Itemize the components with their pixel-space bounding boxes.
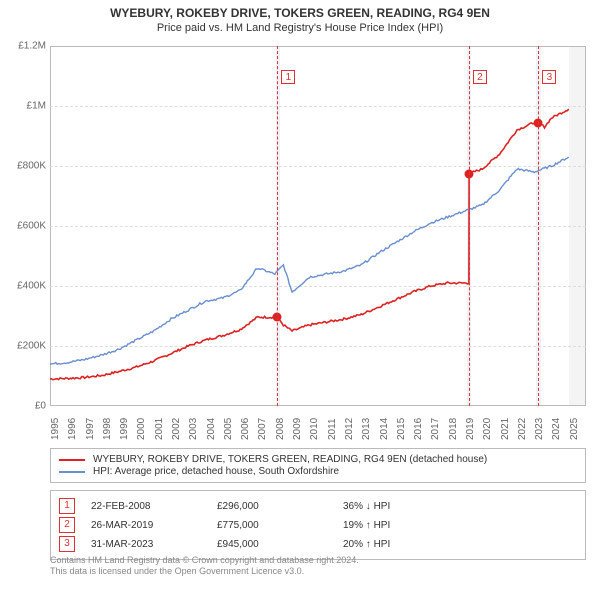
x-tick-label: 2016 [413, 418, 424, 440]
event-row: 1 22-FEB-2008 £296,000 36% ↓ HPI [59, 498, 577, 514]
x-tick-label: 2015 [396, 418, 407, 440]
event-delta: 19% ↑ HPI [343, 520, 453, 531]
x-tick-label: 2011 [327, 418, 338, 440]
x-tick-label: 1997 [85, 418, 96, 440]
x-tick-label: 2017 [430, 418, 441, 440]
event-delta: 20% ↑ HPI [343, 539, 453, 550]
x-tick-label: 1996 [67, 418, 78, 440]
x-tick-label: 2005 [223, 418, 234, 440]
x-tick-label: 2025 [569, 418, 580, 440]
title-block: WYEBURY, ROKEBY DRIVE, TOKERS GREEN, REA… [0, 0, 600, 34]
x-tick-label: 1999 [119, 418, 130, 440]
marker-label: 1 [281, 70, 295, 84]
x-tick-label: 2000 [136, 418, 147, 440]
y-tick-label: £0 [35, 401, 46, 412]
legend-label: HPI: Average price, detached house, Sout… [93, 466, 339, 477]
marker-label: 2 [473, 70, 487, 84]
event-price: £775,000 [217, 520, 327, 531]
event-marker-icon: 3 [59, 536, 75, 552]
chart-container: WYEBURY, ROKEBY DRIVE, TOKERS GREEN, REA… [0, 0, 600, 590]
y-tick-label: £1.2M [18, 41, 46, 52]
marker-label: 3 [542, 70, 556, 84]
x-tick-label: 2001 [154, 418, 165, 440]
event-date: 26-MAR-2019 [91, 520, 201, 531]
events-box: 1 22-FEB-2008 £296,000 36% ↓ HPI 2 26-MA… [50, 490, 586, 560]
x-tick-label: 2021 [500, 418, 511, 440]
x-tick-label: 2020 [482, 418, 493, 440]
footnote-line: This data is licensed under the Open Gov… [50, 566, 304, 576]
x-tick-label: 2014 [379, 418, 390, 440]
legend-label: WYEBURY, ROKEBY DRIVE, TOKERS GREEN, REA… [93, 454, 487, 465]
event-delta: 36% ↓ HPI [343, 501, 453, 512]
y-tick-label: £400K [17, 281, 46, 292]
x-tick-label: 2009 [292, 418, 303, 440]
title-sub: Price paid vs. HM Land Registry's House … [0, 22, 600, 34]
x-tick-label: 2003 [188, 418, 199, 440]
x-tick-label: 2008 [275, 418, 286, 440]
event-row: 2 26-MAR-2019 £775,000 19% ↑ HPI [59, 517, 577, 533]
event-marker-icon: 2 [59, 517, 75, 533]
x-tick-label: 2002 [171, 418, 182, 440]
x-tick-label: 2018 [448, 418, 459, 440]
x-tick-label: 2006 [240, 418, 251, 440]
y-tick-label: £600K [17, 221, 46, 232]
x-tick-label: 2024 [551, 418, 562, 440]
event-date: 31-MAR-2023 [91, 539, 201, 550]
series-property [50, 109, 569, 380]
legend-item: HPI: Average price, detached house, Sout… [59, 466, 577, 477]
x-tick-label: 2012 [344, 418, 355, 440]
x-tick-label: 2010 [309, 418, 320, 440]
legend-item: WYEBURY, ROKEBY DRIVE, TOKERS GREEN, REA… [59, 454, 577, 465]
footnote: Contains HM Land Registry data © Crown c… [50, 555, 586, 578]
y-tick-label: £800K [17, 161, 46, 172]
x-tick-label: 2023 [534, 418, 545, 440]
x-tick-label: 2022 [517, 418, 528, 440]
x-tick-label: 1995 [50, 418, 61, 440]
y-tick-label: £200K [17, 341, 46, 352]
x-tick-label: 1998 [102, 418, 113, 440]
event-row: 3 31-MAR-2023 £945,000 20% ↑ HPI [59, 536, 577, 552]
title-main: WYEBURY, ROKEBY DRIVE, TOKERS GREEN, REA… [0, 6, 600, 20]
event-price: £945,000 [217, 539, 327, 550]
y-tick-label: £1M [27, 101, 46, 112]
series-hpi [50, 157, 569, 365]
event-price: £296,000 [217, 501, 327, 512]
legend-box: WYEBURY, ROKEBY DRIVE, TOKERS GREEN, REA… [50, 448, 586, 483]
x-tick-label: 2019 [465, 418, 476, 440]
legend-swatch [59, 471, 85, 473]
event-marker-icon: 1 [59, 498, 75, 514]
footnote-line: Contains HM Land Registry data © Crown c… [50, 555, 359, 565]
event-date: 22-FEB-2008 [91, 501, 201, 512]
x-tick-label: 2007 [257, 418, 268, 440]
x-tick-label: 2013 [361, 418, 372, 440]
legend-swatch [59, 459, 85, 461]
series-layer [50, 46, 586, 406]
x-tick-label: 2004 [206, 418, 217, 440]
